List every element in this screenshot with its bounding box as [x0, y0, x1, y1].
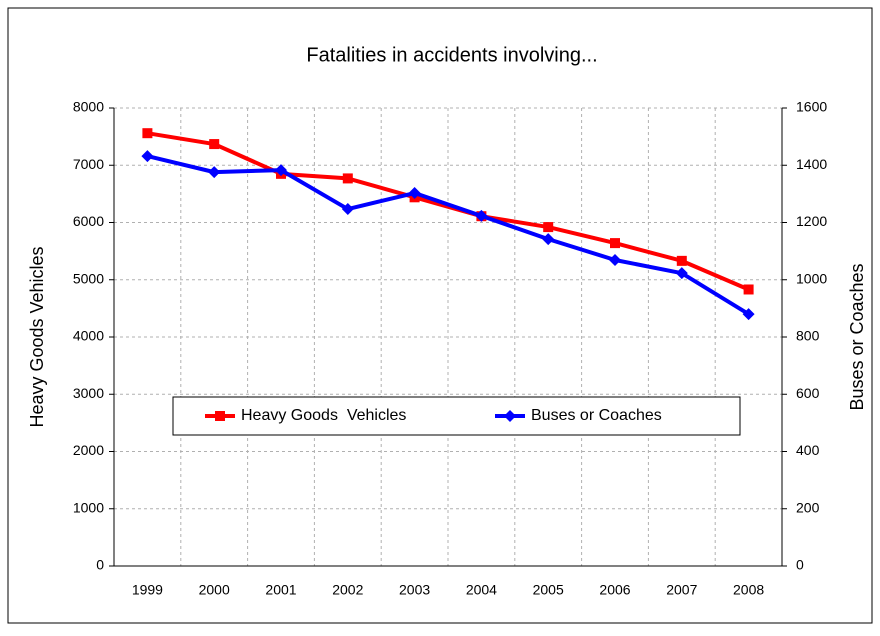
- y2-tick-label: 0: [796, 557, 804, 573]
- y-tick-label: 3000: [73, 385, 104, 401]
- marker: [475, 209, 488, 222]
- legend-label: Heavy Goods Vehicles: [241, 407, 406, 424]
- y-tick-label: 5000: [73, 270, 104, 286]
- legend-box: [172, 396, 741, 436]
- x-tick-label: 2007: [666, 582, 697, 598]
- chart-border: [7, 7, 873, 624]
- marker: [543, 222, 554, 233]
- x-tick-label: 1999: [132, 582, 163, 598]
- y2-axis-label: Buses or Coaches: [847, 263, 867, 410]
- y-tick-label: 4000: [73, 328, 104, 344]
- y2-tick-label: 1600: [796, 99, 827, 115]
- marker: [610, 238, 620, 249]
- line: [147, 131, 750, 292]
- y2-tick-label: 800: [796, 328, 820, 344]
- marker: [142, 128, 153, 139]
- marker: [609, 253, 621, 266]
- marker: [743, 284, 754, 295]
- x-tick-label: 2006: [599, 582, 630, 598]
- y-tick-label: 0: [96, 557, 104, 573]
- marker: [275, 164, 287, 177]
- y2-tick-label: 1400: [796, 156, 827, 172]
- x-tick-label: 2003: [399, 582, 430, 598]
- x-tick-label: 2000: [199, 582, 230, 598]
- y2-tick-label: 400: [796, 442, 820, 458]
- marker: [341, 203, 354, 216]
- y2-tick-label: 1000: [796, 270, 827, 286]
- y-tick-label: 6000: [73, 213, 104, 229]
- y-tick-label: 2000: [73, 442, 104, 458]
- marker: [676, 255, 687, 266]
- marker: [742, 308, 755, 321]
- marker: [342, 173, 353, 184]
- y2-tick-label: 200: [796, 499, 820, 515]
- legend-label: Buses or Coaches: [531, 407, 662, 424]
- y-tick-label: 7000: [73, 156, 104, 172]
- marker: [209, 139, 220, 150]
- x-tick-label: 2004: [466, 582, 497, 598]
- legend-marker: [215, 411, 225, 421]
- y-axis-label: Heavy Goods Vehicles: [27, 246, 47, 427]
- legend-marker: [504, 410, 516, 422]
- marker: [408, 187, 421, 200]
- y-tick-label: 1000: [73, 499, 104, 515]
- x-tick-label: 2002: [332, 582, 363, 598]
- line: [146, 154, 750, 316]
- marker: [675, 267, 688, 280]
- x-tick-label: 2001: [265, 582, 296, 598]
- x-tick-label: 2008: [733, 582, 764, 598]
- chart-title: Fatalities in accidents involving...: [306, 44, 597, 66]
- y2-tick-label: 1200: [796, 213, 827, 229]
- marker: [208, 166, 221, 179]
- marker: [542, 233, 555, 246]
- marker: [141, 150, 154, 163]
- x-tick-label: 2005: [533, 582, 564, 598]
- y2-tick-label: 600: [796, 385, 820, 401]
- y-tick-label: 8000: [73, 99, 104, 115]
